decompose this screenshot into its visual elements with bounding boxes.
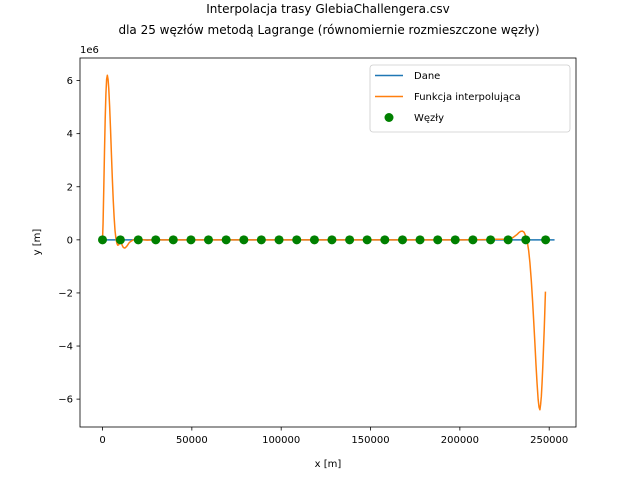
node-point [521,235,531,245]
y-tick-label: −4 [58,342,73,353]
y-tick-label: 4 [67,129,73,140]
node-point [468,235,478,245]
x-tick-label: 150000 [351,435,389,446]
y-tick-label: −2 [58,288,73,299]
node-point [186,235,196,245]
node-point [239,235,249,245]
node-point [115,235,125,245]
node-point [327,235,337,245]
legend-label-dane: Dane [414,71,440,82]
legend-box [369,64,571,133]
legend: Dane Funkcja interpolująca Węzły [369,64,571,133]
node-point [274,235,284,245]
chart-title-line-1: Interpolacja trasy GlebiaChallengera.csv [206,2,449,16]
node-point [256,235,266,245]
node-point [292,235,302,245]
y-tick-label: 0 [67,235,73,246]
node-point [133,235,143,245]
node-point [415,235,425,245]
node-point [541,235,551,245]
x-axis: 0 50000 100000 150000 200000 250000 [99,427,568,446]
legend-label-nodes: Węzły [414,113,444,124]
node-point [98,235,108,245]
node-point [362,235,372,245]
legend-label-interpolation: Funkcja interpolująca [414,92,521,103]
node-point [398,235,408,245]
node-point [309,235,319,245]
node-point [486,235,496,245]
node-point [380,235,390,245]
node-point [221,235,231,245]
chart-title-line-2: dla 25 węzłów metodą Lagrange (równomier… [118,23,539,37]
node-point [503,235,513,245]
node-point [203,235,213,245]
legend-marker-nodes [384,113,394,122]
y-axis: 6 4 2 0 −2 −4 −6 [58,76,80,406]
x-tick-label: 250000 [530,435,568,446]
node-point [168,235,178,245]
x-tick-label: 50000 [176,435,208,446]
plot-frame [79,57,577,428]
x-tick-label: 200000 [441,435,479,446]
x-axis-title: x [m] [315,459,342,470]
y-offset-label: 1e6 [80,45,99,56]
y-tick-label: −6 [58,395,73,406]
series-layer [98,74,555,411]
node-point [151,235,161,245]
node-point [433,235,443,245]
x-tick-label: 0 [99,435,105,446]
node-point [450,235,460,245]
node-point [345,235,355,245]
y-axis-title: y [m] [32,229,43,256]
y-tick-label: 6 [67,76,73,87]
x-tick-label: 100000 [262,435,300,446]
y-tick-label: 2 [67,182,73,193]
